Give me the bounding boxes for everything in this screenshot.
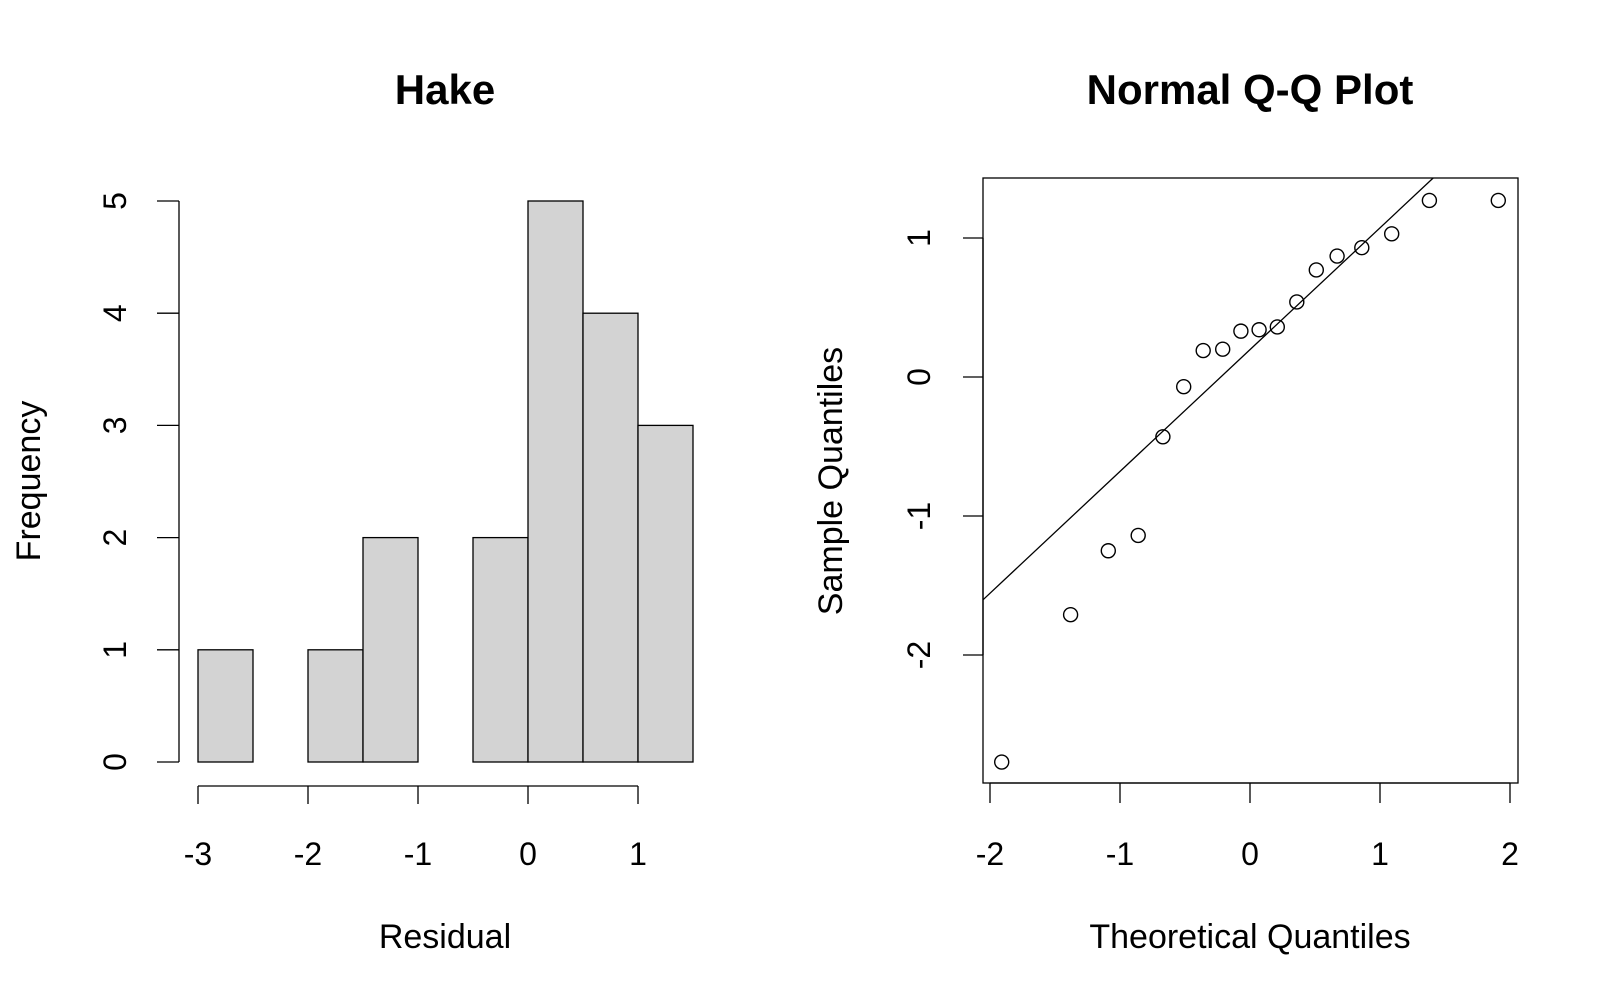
qq-point <box>1100 543 1117 559</box>
qq-point <box>1214 341 1231 357</box>
histogram-y-tick-label: 2 <box>97 529 133 547</box>
histogram-panel: Hake -3 -2 -1 0 1 0 1 2 3 4 5 Residual Frequency <box>10 66 694 956</box>
qq-y-axis: -2 -1 0 1 <box>901 229 984 669</box>
qq-x-tick-label: 1 <box>1371 836 1389 872</box>
qq-y-label: Sample Quantiles <box>812 347 850 615</box>
qq-point <box>1269 319 1286 335</box>
qq-point <box>1130 527 1146 544</box>
histogram-x-tick-label: -3 <box>184 836 212 872</box>
qq-point <box>1329 248 1345 264</box>
qq-x-tick-label: 2 <box>1501 836 1519 872</box>
histogram-x-label: Residual <box>379 918 511 956</box>
histogram-y-tick-label: 3 <box>97 417 133 435</box>
qq-point <box>1308 262 1325 278</box>
qq-plot-box <box>982 177 1519 784</box>
qq-point <box>1289 294 1305 310</box>
qq-plot-title: Normal Q-Q Plot <box>1087 66 1414 113</box>
histogram-y-axis: 0 1 2 3 4 5 <box>97 192 180 771</box>
histogram-y-tick-label: 4 <box>97 304 133 322</box>
histogram-x-axis: -3 -2 -1 0 1 <box>184 785 647 872</box>
histogram-bars <box>197 200 694 763</box>
qq-x-axis: -2 -1 0 1 2 <box>976 782 1519 872</box>
histogram-bar <box>637 424 694 763</box>
qq-reference-line <box>982 177 1434 601</box>
qq-x-tick-label: -1 <box>1106 836 1134 872</box>
qq-point <box>1062 606 1079 623</box>
qq-point <box>1251 322 1267 338</box>
qq-reference-line-segment <box>982 177 1434 601</box>
qq-plot-panel: Normal Q-Q Plot -2 -1 0 1 2 -2 -1 0 1 Theoretic… <box>812 66 1519 956</box>
qq-x-tick-label: -2 <box>976 836 1004 872</box>
histogram-y-tick-label: 0 <box>97 753 133 771</box>
histogram-bar <box>307 649 364 763</box>
histogram-bar <box>582 312 639 763</box>
qq-point <box>1421 192 1438 209</box>
qq-points <box>994 192 1507 770</box>
histogram-y-label: Frequency <box>10 401 48 562</box>
qq-point <box>1155 429 1171 445</box>
qq-point <box>1233 323 1249 339</box>
histogram-y-tick-label: 5 <box>97 192 133 210</box>
qq-point <box>1490 192 1507 209</box>
qq-point <box>1195 342 1211 359</box>
histogram-title: Hake <box>395 66 495 113</box>
qq-point <box>994 754 1010 770</box>
histogram-bar <box>527 200 584 763</box>
qq-x-label: Theoretical Quantiles <box>1089 918 1410 956</box>
histogram-bar <box>362 536 419 763</box>
qq-y-tick-label: 1 <box>901 229 937 247</box>
qq-y-tick-label: -2 <box>901 641 937 669</box>
histogram-bar <box>197 649 254 763</box>
qq-y-tick-label: -1 <box>901 502 937 530</box>
qq-x-tick-label: 0 <box>1241 836 1259 872</box>
qq-y-tick-label: 0 <box>901 368 937 386</box>
qq-point <box>1354 240 1370 256</box>
histogram-x-tick-label: 0 <box>519 836 537 872</box>
histogram-x-tick-label: -2 <box>294 836 322 872</box>
qq-point <box>1175 379 1192 395</box>
qq-point <box>1383 226 1400 242</box>
histogram-bar <box>472 536 529 763</box>
histogram-x-tick-label: -1 <box>404 836 432 872</box>
histogram-y-tick-label: 1 <box>97 641 133 659</box>
histogram-x-tick-label: 1 <box>629 836 647 872</box>
